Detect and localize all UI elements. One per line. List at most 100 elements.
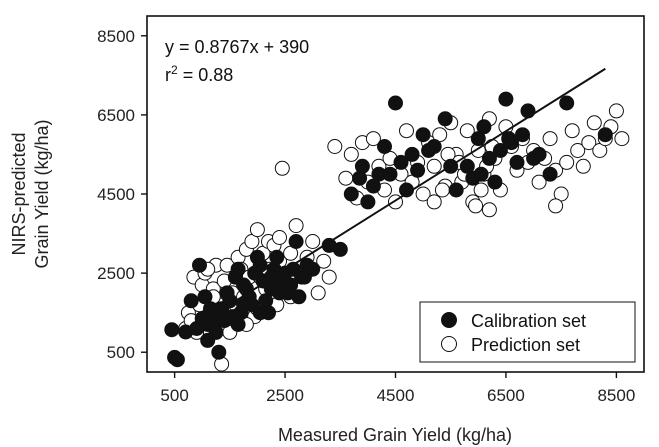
prediction-point bbox=[415, 186, 431, 202]
legend-prediction-marker bbox=[441, 336, 457, 352]
calibration-point bbox=[291, 289, 307, 305]
calibration-point bbox=[473, 166, 489, 182]
calibration-point bbox=[448, 182, 464, 198]
prediction-point bbox=[274, 160, 290, 176]
calibration-point bbox=[164, 322, 180, 338]
prediction-point bbox=[481, 202, 497, 218]
calibration-point bbox=[531, 146, 547, 162]
y-axis-title-line2: Grain Yield (kg/ha) bbox=[32, 119, 52, 268]
calibration-point bbox=[200, 332, 216, 348]
calibration-point bbox=[520, 103, 536, 119]
legend-calibration-label: Calibration set bbox=[471, 311, 586, 331]
y-axis-tick-labels: 500 2500 4500 6500 8500 bbox=[97, 27, 135, 362]
prediction-point bbox=[310, 285, 326, 301]
calibration-point bbox=[498, 91, 514, 107]
y-tick-label: 2500 bbox=[97, 264, 135, 283]
x-axis-ticks bbox=[173, 372, 618, 378]
legend-box bbox=[419, 301, 636, 363]
calibration-point bbox=[487, 174, 503, 190]
prediction-point bbox=[338, 170, 354, 186]
x-tick-label: 500 bbox=[160, 386, 188, 405]
y-tick-label: 8500 bbox=[97, 27, 135, 46]
prediction-point bbox=[559, 154, 575, 170]
calibration-point bbox=[169, 352, 185, 368]
prediction-point bbox=[399, 123, 414, 139]
r-squared-exponent: 2 bbox=[171, 63, 178, 77]
calibration-point bbox=[183, 293, 199, 309]
calibration-point bbox=[404, 146, 420, 162]
calibration-point bbox=[415, 127, 431, 143]
calibration-point bbox=[410, 162, 426, 178]
prediction-point bbox=[581, 135, 597, 151]
prediction-point bbox=[542, 131, 558, 147]
y-tick-label: 500 bbox=[107, 343, 135, 362]
prediction-point bbox=[327, 139, 343, 154]
calibration-point bbox=[208, 305, 224, 321]
calibration-point bbox=[296, 269, 312, 285]
x-tick-label: 2500 bbox=[266, 386, 304, 405]
calibration-point bbox=[481, 150, 497, 166]
x-tick-label: 6500 bbox=[487, 386, 525, 405]
calibration-point bbox=[343, 186, 359, 202]
calibration-point bbox=[388, 95, 403, 111]
calibration-point bbox=[492, 143, 508, 158]
calibration-point bbox=[382, 166, 398, 182]
prediction-point bbox=[343, 146, 359, 162]
legend-calibration-marker bbox=[441, 312, 457, 328]
prediction-point bbox=[316, 253, 332, 269]
prediction-point bbox=[468, 198, 484, 214]
calibration-point bbox=[421, 143, 437, 158]
calibration-point bbox=[559, 95, 575, 111]
prediction-point bbox=[608, 103, 624, 119]
r-squared-prefix: r bbox=[165, 65, 171, 85]
calibration-point bbox=[230, 261, 246, 277]
prediction-point bbox=[564, 123, 580, 139]
prediction-point bbox=[614, 131, 630, 147]
calibration-point bbox=[192, 257, 207, 273]
calibration-point bbox=[269, 249, 285, 265]
calibration-point bbox=[211, 344, 227, 360]
y-axis-title: NIRS-predicted Grain Yield (kg/ha) bbox=[9, 119, 52, 268]
calibration-point bbox=[437, 111, 453, 127]
calibration-point bbox=[393, 154, 409, 170]
r-squared-value: = 0.88 bbox=[178, 65, 234, 85]
prediction-point bbox=[548, 198, 564, 214]
legend: Calibration set Prediction set bbox=[419, 301, 636, 363]
calibration-point bbox=[288, 234, 304, 249]
r-squared-annotation: r2 = 0.88 bbox=[165, 63, 233, 85]
calibration-point bbox=[219, 285, 235, 301]
prediction-point bbox=[473, 182, 489, 198]
x-axis-tick-labels: 500 2500 4500 6500 8500 bbox=[160, 386, 635, 405]
calibration-point bbox=[354, 158, 370, 174]
x-tick-label: 4500 bbox=[377, 386, 415, 405]
regression-equation: y = 0.8767x + 390 bbox=[165, 37, 309, 57]
y-axis-ticks bbox=[141, 35, 147, 353]
x-tick-label: 8500 bbox=[597, 386, 635, 405]
prediction-point bbox=[434, 182, 450, 198]
y-axis-title-line1: NIRS-predicted bbox=[9, 132, 29, 255]
prediction-point bbox=[249, 222, 265, 238]
calibration-point bbox=[377, 139, 392, 154]
calibration-point bbox=[252, 257, 268, 273]
calibration-point bbox=[236, 297, 252, 313]
prediction-point bbox=[272, 230, 287, 245]
calibration-point bbox=[597, 127, 613, 143]
legend-prediction-label: Prediction set bbox=[471, 335, 580, 355]
prediction-point bbox=[321, 269, 337, 285]
x-axis-title: Measured Grain Yield (kg/ha) bbox=[278, 425, 512, 445]
calibration-point bbox=[332, 241, 348, 257]
y-tick-label: 6500 bbox=[97, 106, 135, 125]
calibration-point bbox=[542, 166, 558, 182]
prediction-point bbox=[575, 158, 591, 174]
calibration-point bbox=[252, 305, 268, 321]
calibration-series bbox=[164, 91, 613, 368]
prediction-point bbox=[459, 123, 475, 139]
calibration-point bbox=[476, 119, 492, 135]
calibration-point bbox=[515, 127, 530, 143]
prediction-point bbox=[586, 115, 602, 131]
prediction-point bbox=[426, 194, 442, 210]
prediction-point bbox=[570, 143, 586, 158]
calibration-point bbox=[501, 131, 517, 147]
regression-line bbox=[218, 67, 606, 313]
